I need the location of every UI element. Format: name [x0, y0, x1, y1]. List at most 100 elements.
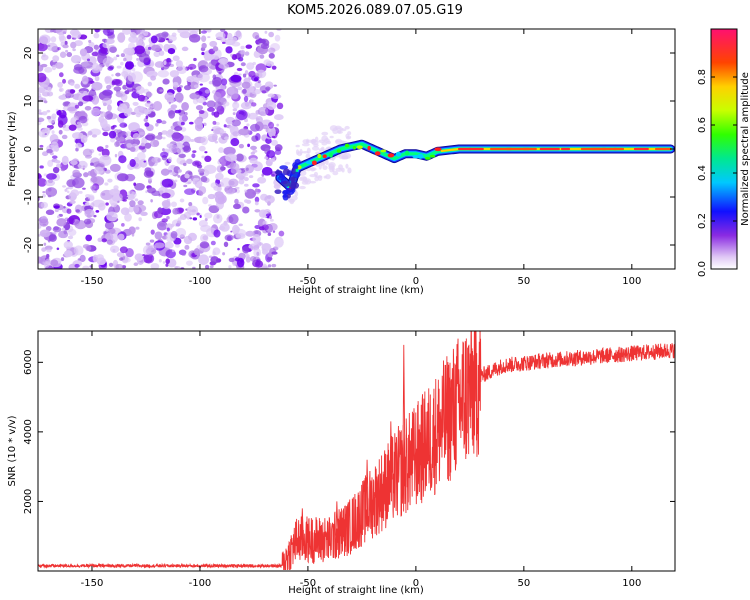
noise-blob	[263, 59, 272, 67]
noise-blob	[188, 33, 201, 43]
noise-blob	[128, 36, 139, 43]
noise-blob	[39, 229, 51, 238]
noise-blob	[116, 251, 125, 258]
noise-blob	[179, 198, 185, 203]
noise-blob	[198, 145, 206, 152]
noise-blob	[105, 81, 109, 85]
noise-blob	[217, 183, 222, 188]
noise-blob	[136, 151, 146, 161]
noise-blob	[182, 162, 187, 167]
noise-blob	[104, 232, 114, 241]
noise-blob	[106, 104, 112, 112]
noise-blob	[82, 187, 86, 190]
noise-blob	[273, 114, 284, 121]
noise-blob	[155, 134, 163, 140]
haze-blob	[321, 146, 325, 151]
noise-blob	[177, 147, 184, 155]
haze-blob	[325, 174, 331, 180]
noise-blob	[188, 121, 194, 125]
noise-blob	[232, 108, 238, 112]
noise-blob	[100, 46, 108, 54]
noise-blob	[120, 207, 130, 216]
noise-blob	[151, 157, 162, 164]
noise-blob	[235, 233, 246, 240]
noise-blob	[211, 128, 214, 132]
noise-blob	[266, 150, 276, 159]
noise-blob	[109, 46, 117, 54]
noise-blob	[74, 220, 87, 230]
colorbar-tick-label: 0.6	[697, 117, 708, 133]
noise-blob	[250, 145, 257, 150]
noise-blob	[102, 57, 112, 67]
noise-blob	[85, 245, 92, 252]
noise-blob	[75, 147, 79, 152]
noise-blob	[101, 124, 112, 132]
noise-blob	[154, 242, 165, 249]
noise-blob	[69, 82, 75, 86]
noise-blob	[90, 176, 98, 183]
noise-blob	[85, 234, 93, 242]
noise-blob	[243, 183, 249, 187]
noise-blob	[74, 83, 81, 89]
noise-blob	[45, 225, 52, 232]
noise-blob	[52, 226, 62, 233]
noise-blob	[267, 232, 272, 236]
noise-blob	[177, 174, 181, 178]
haze-blob	[345, 136, 351, 140]
noise-blob	[55, 29, 67, 36]
noise-blob	[192, 266, 196, 269]
noise-blob	[233, 203, 241, 210]
noise-blob	[79, 48, 88, 57]
noise-blob	[123, 108, 132, 117]
colorbar-label: Normalized spectral amplitude	[740, 72, 750, 226]
noise-blob	[65, 187, 69, 190]
noise-blob	[138, 217, 142, 222]
noise-blob	[268, 52, 275, 59]
noise-blob	[90, 202, 95, 209]
noise-blob	[104, 111, 113, 120]
noise-blob	[61, 227, 66, 231]
noise-blob	[175, 227, 187, 238]
noise-blob	[135, 226, 140, 230]
noise-blob	[110, 202, 117, 208]
haze-blob	[298, 170, 307, 176]
noise-blob	[268, 121, 275, 129]
noise-blob	[77, 127, 83, 131]
noise-blob	[108, 262, 114, 267]
snr-axes: -150 -100 -50 0 50 100 2000 4000 6000	[23, 331, 675, 589]
noise-blob	[90, 162, 94, 166]
noise-blob	[191, 153, 196, 159]
noise-blob	[238, 223, 243, 227]
ridge-onset-blob	[290, 181, 300, 189]
noise-blob	[192, 98, 199, 105]
noise-blob	[164, 241, 174, 249]
noise-blob	[168, 156, 173, 163]
noise-blob	[211, 55, 219, 60]
noise-blob	[174, 265, 181, 269]
noise-blob	[134, 253, 144, 262]
noise-blob	[69, 89, 76, 94]
noise-blob	[115, 263, 124, 269]
noise-blob	[161, 200, 171, 208]
noise-blob	[119, 122, 128, 128]
noise-blob	[264, 194, 275, 204]
noise-blob	[252, 61, 256, 66]
noise-blob	[223, 146, 236, 156]
noise-blob	[105, 144, 109, 148]
noise-blob	[45, 209, 55, 216]
noise-blob	[131, 88, 137, 93]
noise-blob	[86, 58, 91, 62]
noise-blob	[214, 100, 222, 110]
noise-blob	[144, 98, 148, 101]
noise-blob	[204, 264, 210, 269]
colorbar: 0.0 0.2 0.4 0.6 0.8 Normalized spectral ampl…	[697, 28, 750, 277]
ridge-onset-blob	[274, 189, 282, 194]
noise-blob	[161, 120, 167, 125]
noise-blob	[121, 223, 125, 227]
noise-blob	[194, 179, 203, 189]
noise-blob	[235, 30, 242, 38]
noise-blob	[131, 67, 136, 72]
ridge-knot	[434, 147, 442, 152]
noise-blob	[143, 253, 155, 264]
ridge-knot	[317, 153, 322, 159]
